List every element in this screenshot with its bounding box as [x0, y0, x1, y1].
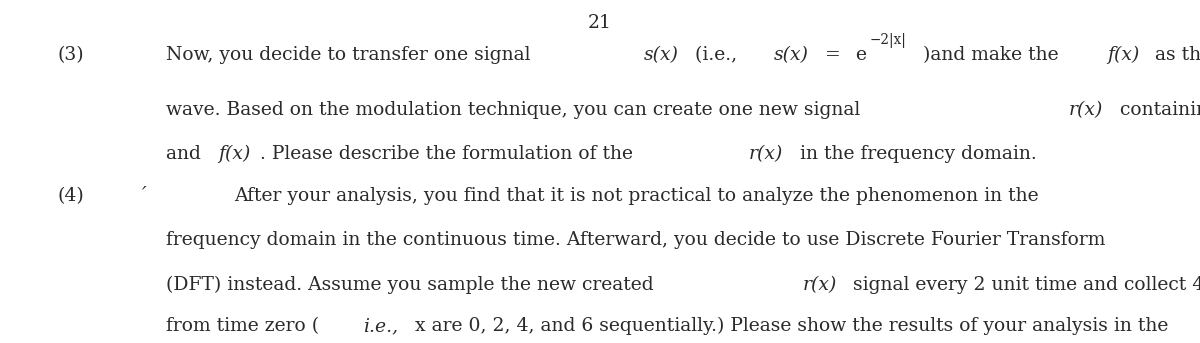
- Text: After your analysis, you find that it is not practical to analyze the phenomenon: After your analysis, you find that it is…: [234, 187, 1039, 205]
- Text: f(x): f(x): [218, 145, 251, 164]
- Text: r(x): r(x): [1069, 101, 1104, 119]
- Text: Now, you decide to transfer one signal: Now, you decide to transfer one signal: [166, 46, 536, 64]
- Text: )and make the: )and make the: [917, 46, 1064, 64]
- Text: ′: ′: [142, 186, 146, 205]
- Text: (4): (4): [58, 187, 84, 205]
- Text: s(x): s(x): [643, 46, 679, 64]
- Text: containing the: containing the: [1114, 101, 1200, 119]
- Text: wave. Based on the modulation technique, you can create one new signal: wave. Based on the modulation technique,…: [166, 101, 866, 119]
- Text: f(x): f(x): [1108, 46, 1140, 64]
- Text: as the carrier: as the carrier: [1150, 46, 1200, 64]
- Text: from time zero (: from time zero (: [166, 317, 319, 335]
- Text: (i.e.,: (i.e.,: [689, 46, 755, 64]
- Text: (DFT) instead. Assume you sample the new created: (DFT) instead. Assume you sample the new…: [166, 275, 659, 294]
- Text: . Please describe the formulation of the: . Please describe the formulation of the: [260, 145, 640, 164]
- Text: signal every 2 unit time and collect 4 data: signal every 2 unit time and collect 4 d…: [847, 276, 1200, 294]
- Text: r(x): r(x): [749, 145, 784, 164]
- Text: =: =: [820, 46, 847, 64]
- Text: and: and: [166, 145, 206, 164]
- Text: e: e: [856, 46, 866, 64]
- Text: in the frequency domain.: in the frequency domain.: [793, 145, 1037, 164]
- Text: frequency domain in the continuous time. Afterward, you decide to use Discrete F: frequency domain in the continuous time.…: [166, 231, 1105, 249]
- Text: 21: 21: [588, 14, 612, 32]
- Text: s(x): s(x): [774, 46, 809, 64]
- Text: r(x): r(x): [803, 276, 836, 294]
- Text: x are 0, 2, 4, and 6 sequentially.) Please show the results of your analysis in : x are 0, 2, 4, and 6 sequentially.) Plea…: [408, 317, 1168, 335]
- Text: −2|x|: −2|x|: [869, 33, 906, 48]
- Text: i.e.,: i.e.,: [364, 317, 398, 335]
- Text: (3): (3): [58, 46, 84, 64]
